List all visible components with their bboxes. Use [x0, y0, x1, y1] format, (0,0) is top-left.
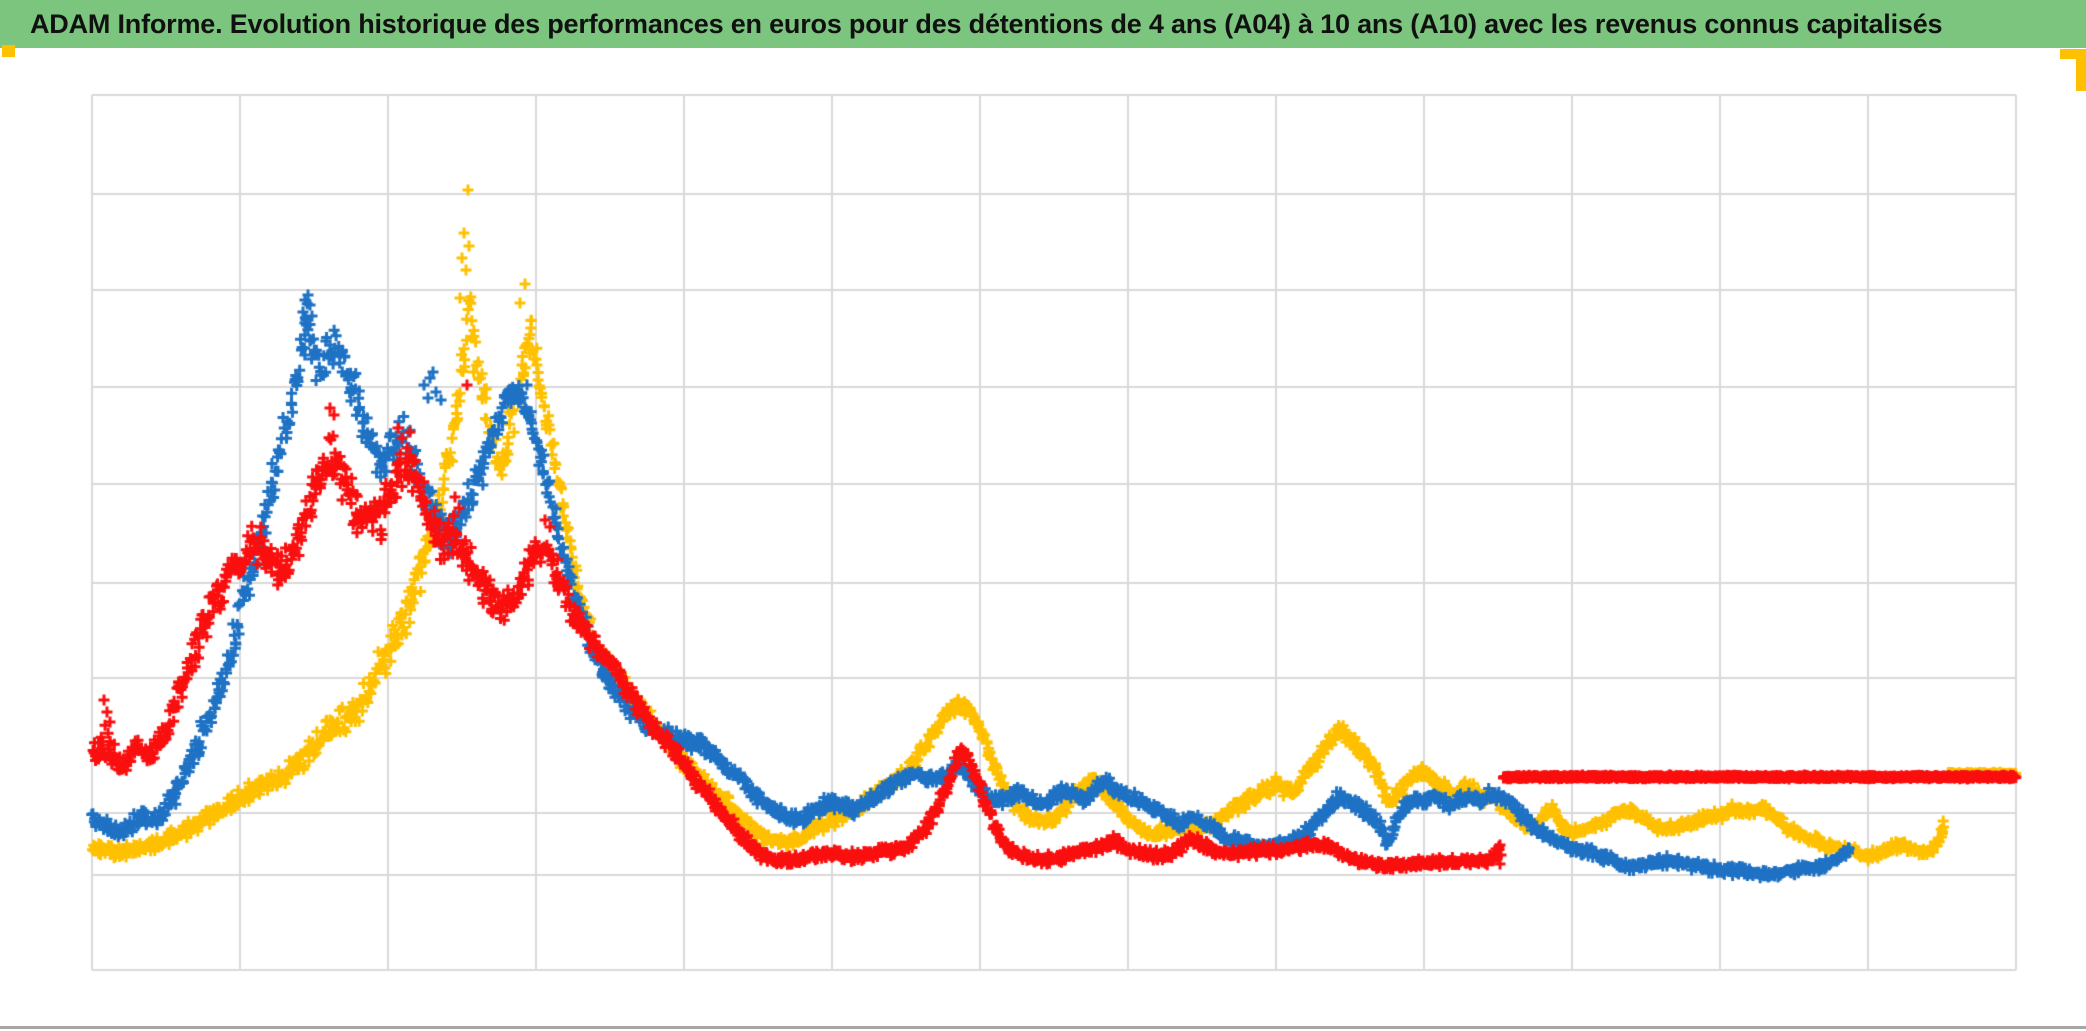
page-title: ADAM Informe. Evolution historique des p… [30, 8, 1943, 39]
title-bar: ADAM Informe. Evolution historique des p… [0, 0, 2086, 48]
bottom-rule [0, 1026, 2086, 1029]
accent-square-left [2, 45, 15, 57]
accent-corner-right [2060, 49, 2086, 91]
